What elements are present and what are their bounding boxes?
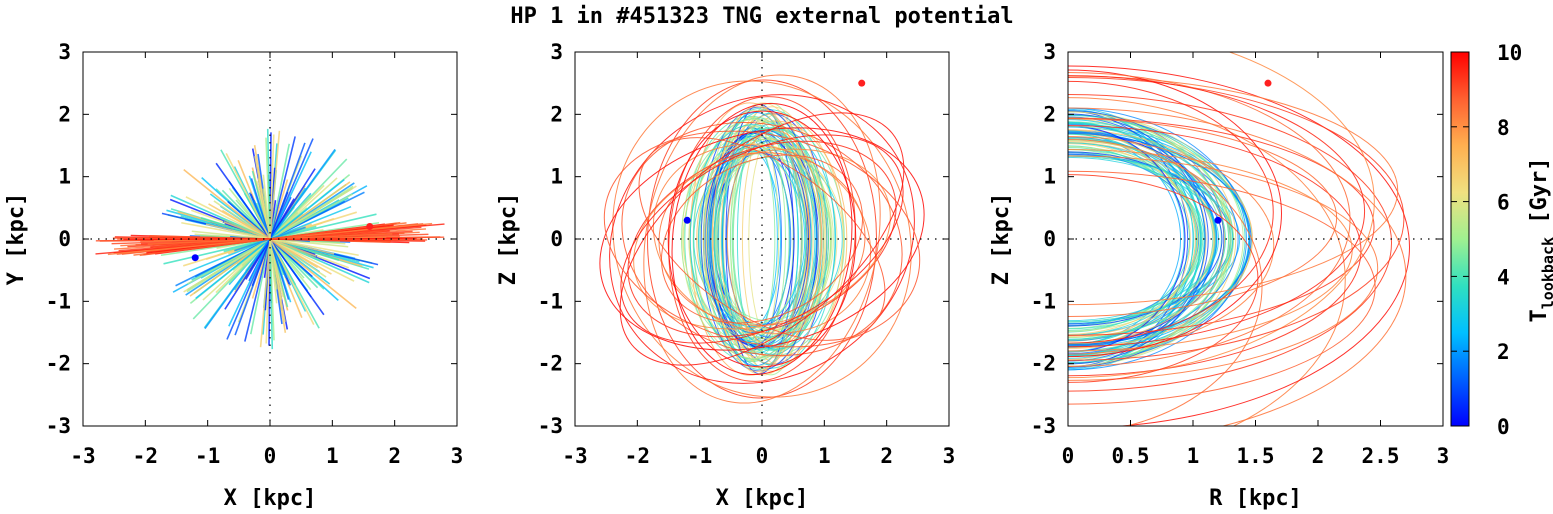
x-tick-label: 3 xyxy=(451,444,464,468)
panel-xy-projection: -3 -2 -1 0 1 2 3 -3 -2 -1 0 1 2 3 X [kpc] Y [kpc] xyxy=(4,40,463,511)
y-tick-label: -2 xyxy=(1031,352,1056,376)
colorbar-tick-label: 0 xyxy=(1497,415,1510,439)
x-tick-label: 1 xyxy=(1187,444,1200,468)
y-tick-label: -1 xyxy=(46,289,71,313)
y-tick-label: -3 xyxy=(538,414,563,438)
x-tick-label: -2 xyxy=(133,444,158,468)
start-point-marker xyxy=(366,223,374,231)
y-tick-label: 0 xyxy=(1043,227,1056,251)
y-tick-label: 1 xyxy=(550,165,563,189)
x-tick-label: 2 xyxy=(388,444,401,468)
y-tick-label: 3 xyxy=(1043,40,1056,64)
y-tick-label: -3 xyxy=(1031,414,1056,438)
start-point-marker xyxy=(1264,79,1272,87)
x-axis-label: X [kpc] xyxy=(716,486,809,511)
figure-title: HP 1 in #451323 TNG external potential xyxy=(510,4,1013,29)
y-tick-label: 2 xyxy=(58,102,71,126)
y-tick-label: -2 xyxy=(538,352,563,376)
panels: -3 -2 -1 0 1 2 3 -3 -2 -1 0 1 2 3 X [kpc] Y [kpc] -3 -2 -1… xyxy=(4,40,1450,511)
x-tick-label: 0.5 xyxy=(1112,444,1150,468)
x-tick-label: -3 xyxy=(562,444,587,468)
trajectory-xz-projection xyxy=(599,74,925,404)
x-tick-label: 0 xyxy=(1062,444,1075,468)
colorbar-tick-label: 10 xyxy=(1497,41,1522,65)
x-tick-label: -3 xyxy=(70,444,95,468)
colorbar-tick-label: 2 xyxy=(1497,340,1510,364)
x-tick-label: -2 xyxy=(625,444,650,468)
y-tick-label: 0 xyxy=(550,227,563,251)
y-tick-label: 1 xyxy=(58,165,71,189)
colorbar-gradient xyxy=(1450,51,1470,427)
colorbar: 0 2 4 6 8 10 Tlookback [Gyr] xyxy=(1450,41,1553,439)
end-point-marker xyxy=(683,216,691,224)
x-tick-label: -1 xyxy=(687,444,712,468)
x-tick-label: 2 xyxy=(1312,444,1325,468)
y-tick-label: 3 xyxy=(58,40,71,64)
colorbar-tick-label: 8 xyxy=(1497,116,1510,140)
x-tick-label: 1 xyxy=(818,444,831,468)
y-tick-label: 1 xyxy=(1043,165,1056,189)
y-tick-label: -3 xyxy=(46,414,71,438)
x-axis-label: R [kpc] xyxy=(1209,486,1302,511)
colorbar-ticks: 0 2 4 6 8 10 xyxy=(1451,41,1522,439)
x-tick-label: 3 xyxy=(1437,444,1450,468)
trajectory-xy-projection xyxy=(95,128,445,350)
y-tick-label: -1 xyxy=(1031,289,1056,313)
end-point-marker xyxy=(1214,216,1222,224)
y-axis-label: Z [kpc] xyxy=(496,193,521,286)
y-axis-label: Z [kpc] xyxy=(989,193,1014,286)
start-point-marker xyxy=(858,79,866,87)
colorbar-label-sub: lookback xyxy=(1539,237,1553,309)
colorbar-tick-label: 6 xyxy=(1497,191,1510,215)
y-tick-label: 2 xyxy=(550,102,563,126)
end-point-marker xyxy=(191,254,199,262)
panel-xz-projection: -3 -2 -1 0 1 2 3 -3 -2 -1 0 1 2 3 X [kpc] Z [kpc] xyxy=(496,40,956,511)
x-tick-label: 0 xyxy=(756,444,769,468)
y-tick-label: -1 xyxy=(538,289,563,313)
colorbar-label: Tlookback [Gyr] xyxy=(1527,158,1553,323)
x-tick-label: 0 xyxy=(264,444,277,468)
y-tick-label: 2 xyxy=(1043,102,1056,126)
plot-frame xyxy=(574,51,950,427)
colorbar-tick-label: 4 xyxy=(1497,265,1510,289)
x-tick-label: 1 xyxy=(326,444,339,468)
x-axis-label: X [kpc] xyxy=(224,486,317,511)
colorbar-label-main: T xyxy=(1527,309,1552,322)
x-tick-label: 2 xyxy=(880,444,893,468)
y-axis-label: Y [kpc] xyxy=(4,193,29,286)
panel-rz-projection: 0 0.5 1 1.5 2 2.5 3 -3 -2 -1 0 1 2 3 R [kpc] Z [kpc] xyxy=(989,40,1450,511)
y-tick-label: 0 xyxy=(58,227,71,251)
x-tick-label: -1 xyxy=(195,444,220,468)
x-tick-label: 2.5 xyxy=(1362,444,1400,468)
colorbar-label-unit: [Gyr] xyxy=(1527,158,1552,237)
y-tick-label: -2 xyxy=(46,352,71,376)
x-tick-label: 3 xyxy=(943,444,956,468)
y-tick-label: 3 xyxy=(550,40,563,64)
x-tick-label: 1.5 xyxy=(1237,444,1275,468)
